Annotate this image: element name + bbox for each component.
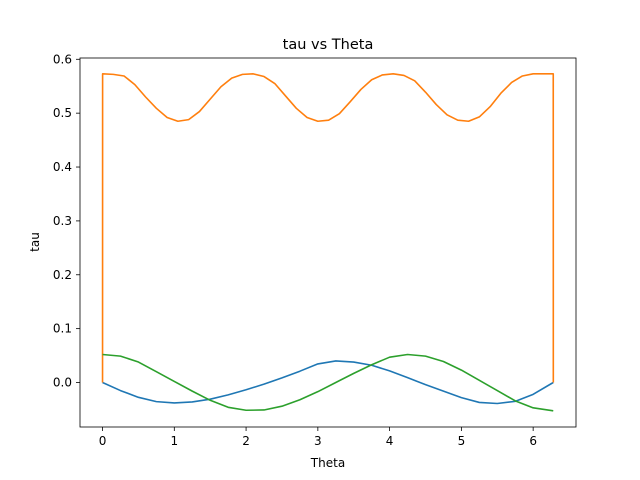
y-tick-label: 0.3 [53,214,72,228]
series-line-3 [102,353,554,412]
y-axis-label: tau [28,232,42,252]
y-tick-label: 0.4 [53,160,72,174]
x-tick-label: 0 [99,434,107,448]
chart-title: tau vs Theta [283,37,374,53]
x-axis-label: Theta [310,456,345,470]
x-axis-ticks: 0 1 2 3 4 5 6 [99,427,537,448]
series-group [101,73,555,412]
x-tick-label: 4 [386,434,394,448]
y-axis-ticks: 0.0 0.1 0.2 0.3 0.4 0.5 0.6 [53,52,80,390]
x-tick-label: 3 [314,434,322,448]
y-tick-label: 0.5 [53,106,72,120]
y-tick-label: 0.2 [53,268,72,282]
axes-frame [79,57,577,428]
y-tick-label: 0.6 [53,52,72,66]
x-tick-label: 2 [242,434,250,448]
y-tick-label: 0.0 [53,376,72,390]
series-line-1 [102,360,554,405]
x-tick-label: 6 [529,434,537,448]
x-tick-label: 1 [170,434,178,448]
series-line-2 [101,73,555,383]
y-tick-label: 0.1 [53,322,72,336]
x-tick-label: 5 [458,434,466,448]
